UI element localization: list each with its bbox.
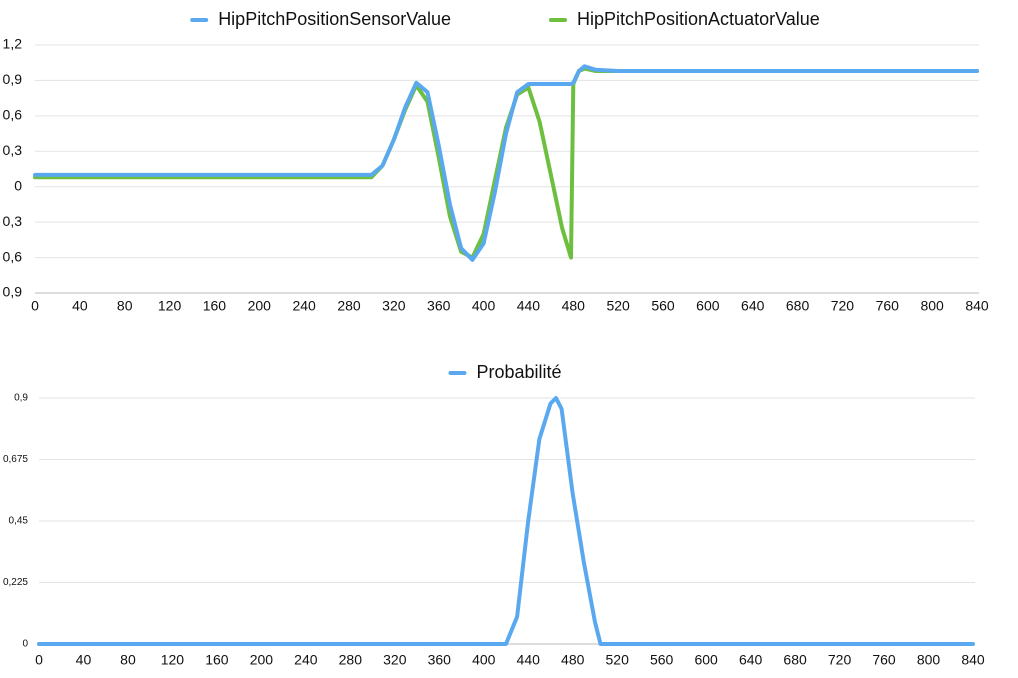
- y-tick-label: 0,225: [3, 577, 28, 588]
- x-tick-label: 560: [651, 298, 675, 314]
- x-tick-label: 760: [876, 298, 900, 314]
- x-tick-label: 800: [917, 652, 941, 668]
- x-tick-label: 240: [294, 652, 318, 668]
- x-tick-label: 640: [741, 298, 765, 314]
- y-tick-label: 0,9: [14, 393, 28, 404]
- x-tick-label: 760: [872, 652, 896, 668]
- x-tick-label: 400: [472, 298, 496, 314]
- x-tick-label: 240: [292, 298, 316, 314]
- x-tick-label: 280: [339, 652, 363, 668]
- x-tick-label: 840: [961, 652, 985, 668]
- y-tick-label: 1,2: [3, 36, 23, 52]
- x-tick-label: 480: [561, 652, 585, 668]
- x-tick-label: 440: [517, 652, 541, 668]
- legend-label: Probabilité: [476, 362, 561, 382]
- x-tick-label: 560: [650, 652, 674, 668]
- x-tick-label: 440: [517, 298, 541, 314]
- x-tick-label: 720: [828, 652, 852, 668]
- x-tick-label: 600: [694, 652, 718, 668]
- x-tick-label: 680: [783, 652, 807, 668]
- x-tick-label: 520: [606, 652, 630, 668]
- legend-label: HipPitchPositionActuatorValue: [577, 9, 820, 29]
- y-tick-label: 0: [14, 177, 22, 193]
- y-tick-label: 0,6: [3, 248, 23, 264]
- x-tick-label: 280: [337, 298, 361, 314]
- x-tick-label: 40: [72, 298, 88, 314]
- x-tick-label: 640: [739, 652, 763, 668]
- y-tick-label: 0,6: [3, 107, 23, 123]
- x-tick-label: 40: [76, 652, 92, 668]
- y-tick-label: 0,3: [3, 213, 23, 229]
- x-tick-label: 400: [472, 652, 496, 668]
- y-tick-label: 0,9: [3, 71, 23, 87]
- x-tick-label: 840: [965, 298, 989, 314]
- x-tick-label: 320: [383, 652, 407, 668]
- x-tick-label: 0: [31, 298, 39, 314]
- x-tick-label: 360: [428, 652, 452, 668]
- legend-label: HipPitchPositionSensorValue: [218, 9, 451, 29]
- x-tick-label: 680: [786, 298, 810, 314]
- y-tick-label: 0: [22, 639, 28, 650]
- x-tick-label: 480: [562, 298, 586, 314]
- x-tick-label: 0: [35, 652, 43, 668]
- x-tick-label: 160: [203, 298, 227, 314]
- x-tick-label: 120: [158, 298, 182, 314]
- y-tick-label: 0,45: [9, 516, 29, 527]
- x-tick-label: 200: [250, 652, 274, 668]
- series-line: [33, 66, 979, 260]
- y-tick-label: 0,9: [3, 284, 23, 300]
- y-tick-label: 0,675: [3, 454, 28, 465]
- x-tick-label: 200: [248, 298, 272, 314]
- x-tick-label: 80: [117, 298, 133, 314]
- x-tick-label: 120: [161, 652, 185, 668]
- y-tick-label: 0,3: [3, 142, 23, 158]
- x-tick-label: 80: [120, 652, 136, 668]
- x-tick-label: 160: [205, 652, 229, 668]
- series-line: [33, 64, 979, 262]
- x-tick-label: 800: [920, 298, 944, 314]
- x-tick-label: 360: [427, 298, 451, 314]
- series-line: [37, 396, 975, 646]
- x-tick-label: 720: [831, 298, 855, 314]
- x-tick-label: 320: [382, 298, 406, 314]
- x-tick-label: 600: [696, 298, 720, 314]
- x-tick-label: 520: [606, 298, 630, 314]
